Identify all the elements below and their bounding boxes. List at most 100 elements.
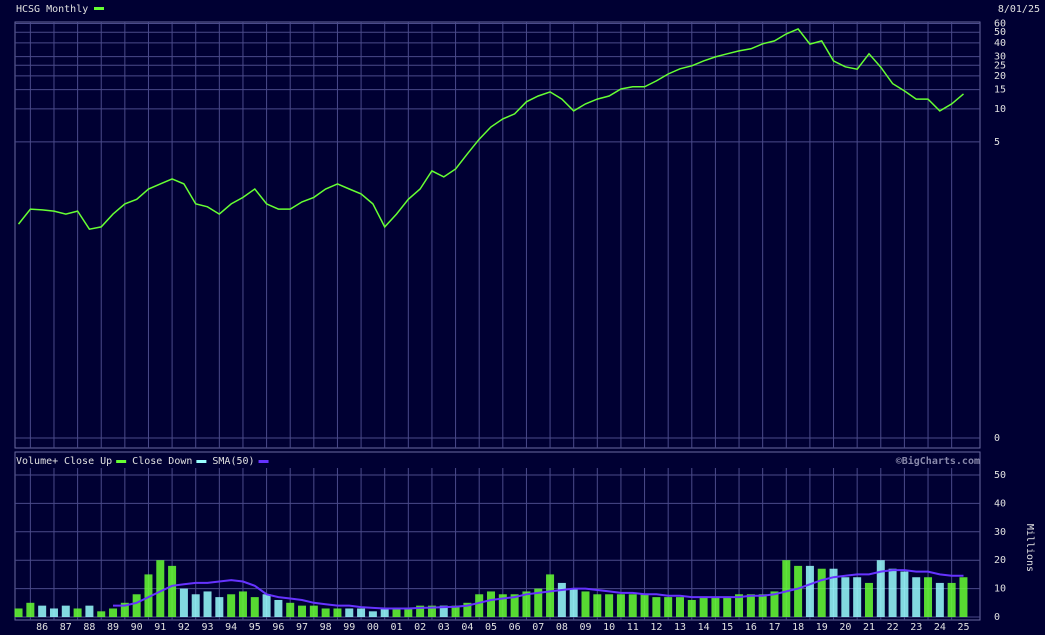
volume-bar <box>687 599 696 617</box>
volume-bar <box>853 577 862 617</box>
x-tick-label: 93 <box>202 622 214 633</box>
volume-title: Volume+ <box>16 456 58 467</box>
volume-bar <box>770 591 779 617</box>
volume-bar <box>321 608 330 617</box>
volume-bar <box>498 594 507 617</box>
x-tick-label: 97 <box>296 622 308 633</box>
volume-bar <box>699 597 708 617</box>
volume-bar <box>947 582 956 617</box>
x-tick-label: 96 <box>272 622 284 633</box>
volume-bar <box>675 597 684 617</box>
volume-bar <box>286 602 295 617</box>
chart-title: HCSG Monthly <box>16 4 88 15</box>
volume-bar <box>959 577 968 617</box>
legend-label: Close Up <box>64 456 112 467</box>
y-tick-label: 40 <box>994 498 1006 509</box>
x-tick-label: 14 <box>698 622 710 633</box>
volume-bar <box>935 582 944 617</box>
x-tick-label: 11 <box>627 622 639 633</box>
volume-bar <box>333 608 342 617</box>
volume-bar <box>191 594 200 617</box>
volume-bar <box>144 574 153 617</box>
credit: ©BigCharts.com <box>896 455 980 467</box>
y-tick-label: 20 <box>994 71 1006 82</box>
volume-panel <box>14 451 981 621</box>
volume-bar <box>274 599 283 617</box>
volume-bar <box>49 608 58 617</box>
y-tick-label: 15 <box>994 85 1006 96</box>
volume-bar <box>652 597 661 617</box>
volume-bar <box>475 594 484 617</box>
volume-bar <box>510 594 519 617</box>
volume-bar <box>711 597 720 617</box>
volume-bar <box>912 577 921 617</box>
volume-bar <box>794 565 803 617</box>
volume-bar <box>38 605 47 617</box>
volume-bar <box>380 608 389 617</box>
volume-bar <box>262 594 271 617</box>
x-tick-label: 15 <box>721 622 733 633</box>
volume-bar <box>546 574 555 617</box>
y-tick-label: 20 <box>994 555 1006 566</box>
x-tick-label: 16 <box>745 622 757 633</box>
x-tick-label: 23 <box>910 622 922 633</box>
y-tick-label: 0 <box>994 433 1000 444</box>
x-tick-label: 07 <box>532 622 544 633</box>
volume-bar <box>392 608 401 617</box>
legend-swatch <box>94 7 104 10</box>
volume-bar <box>805 565 814 617</box>
y-tick-label: 40 <box>994 38 1006 49</box>
volume-bar <box>97 611 106 617</box>
volume-bar <box>298 605 307 617</box>
x-tick-label: 04 <box>461 622 473 633</box>
y-tick-label: 30 <box>994 52 1006 63</box>
y-tick-label: 0 <box>994 612 1000 623</box>
x-tick-label: 12 <box>650 622 662 633</box>
volume-bar <box>829 568 838 617</box>
volume-bar <box>605 594 614 617</box>
volume-bar <box>746 594 755 617</box>
volume-bar <box>569 588 578 617</box>
volume-bar <box>203 591 212 617</box>
volume-bar <box>416 605 425 617</box>
y-tick-label: 60 <box>994 19 1006 30</box>
x-tick-label: 19 <box>816 622 828 633</box>
volume-bar <box>26 602 35 617</box>
volume-bar <box>132 594 141 617</box>
volume-bar <box>723 597 732 617</box>
volume-bar <box>427 605 436 617</box>
x-tick-label: 00 <box>367 622 379 633</box>
x-tick-label: 99 <box>343 622 355 633</box>
volume-bar <box>841 577 850 617</box>
volume-bar <box>451 605 460 617</box>
x-tick-label: 02 <box>414 622 426 633</box>
price-line <box>17 27 964 231</box>
x-tick-label: 10 <box>603 622 615 633</box>
legend-swatch <box>196 460 207 463</box>
volume-bar <box>404 608 413 617</box>
x-tick-label: 17 <box>768 622 780 633</box>
volume-bar <box>215 597 224 617</box>
volume-bar <box>73 608 82 617</box>
sma-line <box>113 569 964 610</box>
x-tick-label: 98 <box>320 622 332 633</box>
x-tick-label: 03 <box>438 622 450 633</box>
volume-bar <box>179 588 188 617</box>
x-tick-label: 01 <box>390 622 402 633</box>
volume-bar <box>924 577 933 617</box>
x-tick-label: 09 <box>579 622 591 633</box>
volume-bar <box>640 594 649 617</box>
volume-bar <box>900 571 909 617</box>
volume-bar <box>593 594 602 617</box>
y-tick-label: 10 <box>994 584 1006 595</box>
volume-bar <box>156 560 165 617</box>
legend-label: Close Down <box>132 456 192 467</box>
y-tick-label: 10 <box>994 104 1006 115</box>
volume-bar <box>557 582 566 617</box>
volume-bar <box>250 597 259 617</box>
volume-bar <box>120 602 129 617</box>
x-tick-label: 25 <box>957 622 969 633</box>
volume-bar <box>758 594 767 617</box>
